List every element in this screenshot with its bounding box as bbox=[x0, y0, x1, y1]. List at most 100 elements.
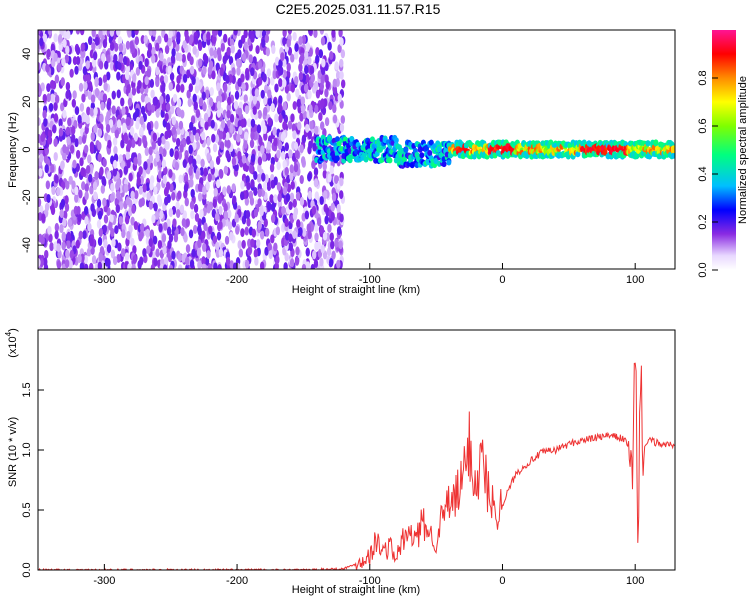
spectrogram-cell bbox=[282, 121, 287, 131]
spectrogram-cell bbox=[313, 178, 319, 188]
spectrogram-cell bbox=[212, 235, 218, 245]
spectrogram-cell bbox=[282, 101, 287, 111]
spectrogram-cell bbox=[224, 235, 230, 245]
spectrogram-cell bbox=[144, 58, 149, 68]
spectrogram-cell bbox=[254, 256, 259, 266]
spectrogram-cell bbox=[74, 106, 80, 116]
spectrogram-cell bbox=[251, 228, 257, 238]
spectrogram-cell bbox=[427, 149, 433, 156]
spectrogram-cell bbox=[339, 70, 344, 80]
spectrogram-cell bbox=[198, 97, 204, 107]
spectrogram-cell bbox=[125, 117, 131, 127]
spectrogram-cell bbox=[218, 169, 224, 179]
spectrogram-cell bbox=[332, 85, 337, 95]
spectrogram-cell bbox=[131, 86, 137, 96]
spectrogram-cell bbox=[163, 74, 169, 84]
spectrogram-cell bbox=[38, 82, 41, 92]
spectrogram-cell bbox=[270, 202, 276, 212]
spectrogram-cell bbox=[184, 197, 189, 207]
spectrogram-cell bbox=[262, 96, 268, 106]
spectrogram-cell bbox=[99, 113, 104, 123]
spectrogram-cell bbox=[42, 33, 48, 43]
spectrogram-cell bbox=[287, 120, 293, 130]
spectrogram-cell bbox=[253, 208, 259, 218]
spectrogram-cell bbox=[144, 95, 149, 105]
spectrogram-cell bbox=[171, 126, 177, 136]
spectrogram-cell bbox=[54, 230, 59, 240]
spectrogram-cell bbox=[301, 134, 307, 144]
spectrogram-cell bbox=[232, 195, 237, 205]
spectrogram-cell bbox=[249, 164, 254, 174]
spectrogram-cell bbox=[115, 204, 121, 214]
spectrogram-cell bbox=[253, 170, 258, 180]
spectrogram-cell bbox=[123, 165, 128, 175]
spectrogram-cell bbox=[290, 180, 295, 190]
spectrogram-cell bbox=[103, 214, 109, 224]
spectrogram-cell bbox=[75, 56, 81, 66]
snr-multiplier: (x104) bbox=[4, 328, 19, 358]
spectrogram-cell bbox=[226, 46, 231, 56]
spectrogram-cell bbox=[393, 137, 399, 144]
snr-y-tick-label: 1.0 bbox=[21, 442, 33, 457]
spectrogram-cell bbox=[241, 239, 246, 249]
spectrogram-cell bbox=[192, 45, 197, 55]
spectrogram-cell bbox=[237, 240, 242, 250]
spectrogram-cell bbox=[56, 187, 61, 197]
spectrogram-cell bbox=[165, 122, 171, 132]
spectrogram-cell bbox=[50, 93, 55, 103]
spectrogram-cell bbox=[124, 71, 130, 81]
spectrogram-cell bbox=[203, 112, 209, 122]
spectrogram-cell bbox=[127, 30, 132, 38]
spectrogram-cell bbox=[239, 191, 245, 201]
spectrogram-cell bbox=[75, 30, 81, 35]
spectrogram-cell bbox=[148, 238, 153, 248]
spectrogram-cell bbox=[44, 202, 50, 212]
spectrogram-cell bbox=[187, 98, 193, 108]
spectrogram-y-tick-label: 40 bbox=[21, 48, 33, 60]
spectrogram-x-tick-label: -300 bbox=[93, 274, 115, 286]
spectrogram-cell bbox=[101, 53, 106, 63]
spectrogram-cell bbox=[40, 133, 45, 143]
spectrogram-cell bbox=[220, 119, 226, 129]
spectrogram-x-ticks: -300 -200 -100 0 100 bbox=[93, 263, 644, 286]
spectrogram-cell bbox=[135, 120, 140, 130]
spectrogram-cell bbox=[328, 257, 334, 267]
spectrogram-cell bbox=[129, 126, 135, 136]
spectrogram-cell bbox=[114, 225, 119, 235]
spectrogram-cell bbox=[146, 101, 152, 111]
spectrogram-cell bbox=[194, 212, 200, 222]
spectrogram-cell bbox=[103, 239, 108, 249]
spectrogram-cell bbox=[132, 254, 137, 264]
spectrogram-x-tick-label: 0 bbox=[499, 274, 505, 286]
spectrogram-cell bbox=[94, 36, 100, 46]
spectrogram-cell bbox=[237, 150, 242, 160]
spectrogram-cell bbox=[169, 105, 175, 115]
spectrogram-cell bbox=[320, 121, 325, 131]
spectrogram-cell bbox=[50, 43, 55, 53]
spectrogram-cell bbox=[109, 214, 114, 224]
spectrogram-cell bbox=[272, 70, 277, 80]
spectrogram-cell bbox=[212, 198, 218, 208]
spectrogram-cell bbox=[324, 117, 330, 127]
spectrogram-cell bbox=[167, 37, 172, 47]
spectrogram-cell bbox=[278, 95, 283, 105]
spectrogram-cell bbox=[287, 30, 293, 35]
spectrogram-cell bbox=[109, 30, 115, 37]
spectrogram-cell bbox=[229, 231, 234, 241]
spectrogram-cell bbox=[271, 45, 276, 55]
spectrogram-cell bbox=[109, 193, 115, 203]
spectrogram-cell bbox=[122, 122, 127, 132]
spectrogram-cell bbox=[116, 119, 122, 129]
spectrogram-cell bbox=[177, 190, 182, 200]
spectrogram-cell bbox=[216, 47, 222, 57]
spectrogram-cell bbox=[305, 42, 311, 52]
spectrogram-cell bbox=[134, 190, 139, 200]
spectrogram-cell bbox=[260, 89, 265, 99]
spectrogram-cell bbox=[297, 121, 302, 131]
spectrogram-cell bbox=[305, 247, 310, 257]
spectrogram-cell bbox=[262, 73, 267, 83]
spectrogram-cell bbox=[146, 121, 152, 131]
spectrogram-cell bbox=[244, 226, 249, 236]
snr-y-tick-label: 1.5 bbox=[21, 382, 33, 397]
spectrogram-cell bbox=[273, 194, 278, 204]
